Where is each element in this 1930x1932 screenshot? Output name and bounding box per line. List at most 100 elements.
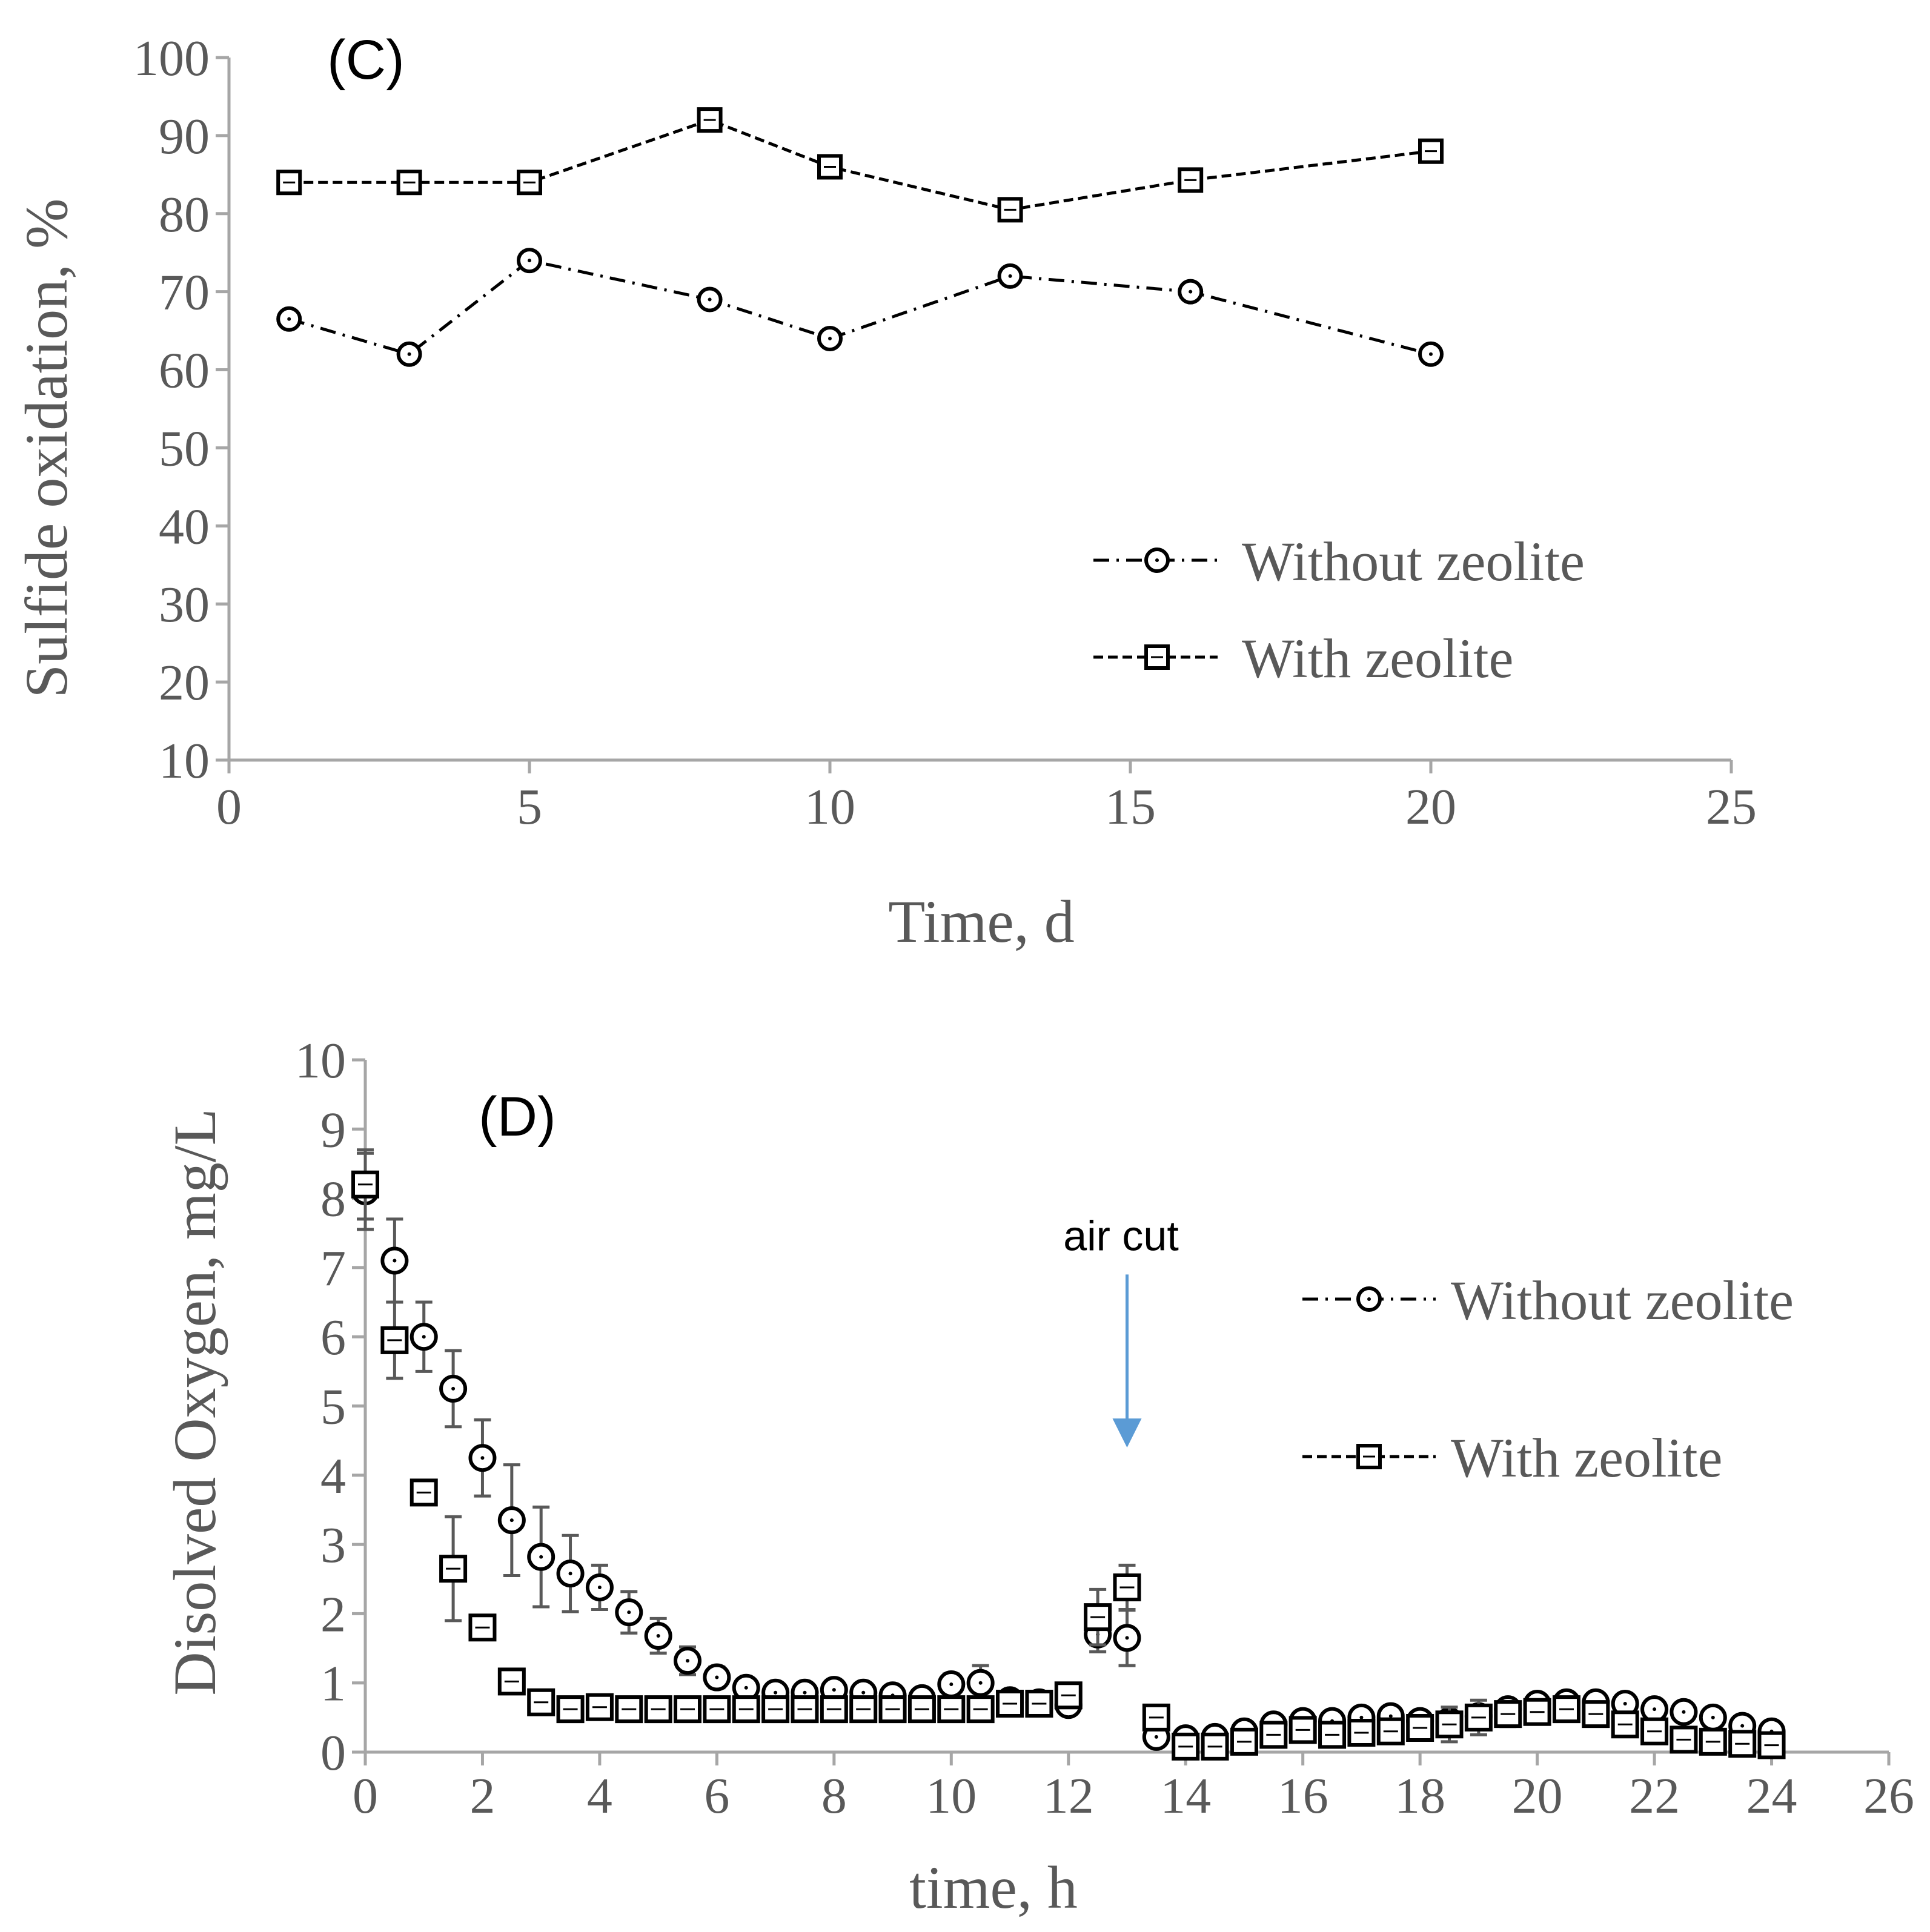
data-point-center-without-zeolite bbox=[861, 1690, 866, 1695]
data-point-with-zeolite bbox=[644, 1695, 672, 1724]
air-cut-annotation: air cut bbox=[1063, 1212, 1179, 1259]
y-tick-label: 7 bbox=[320, 1240, 346, 1297]
y-tick-label: 100 bbox=[133, 30, 210, 87]
data-point-center-without-zeolite bbox=[686, 1659, 690, 1663]
chart-d-legend: Without zeolite With zeolite bbox=[1302, 1269, 1794, 1489]
y-tick-label: 5 bbox=[320, 1379, 346, 1435]
data-point-center-without-zeolite bbox=[407, 352, 411, 356]
data-point-center-without-zeolite bbox=[393, 1259, 397, 1263]
data-point-center-without-zeolite bbox=[422, 1335, 426, 1339]
data-point-center-without-zeolite bbox=[1388, 1714, 1393, 1718]
y-tick-label: 10 bbox=[295, 1033, 346, 1089]
chart-c-x-axis-title: Time, d bbox=[888, 888, 1075, 955]
y-tick-label: 90 bbox=[159, 108, 210, 165]
x-tick-label: 14 bbox=[1160, 1768, 1211, 1824]
chart-d-series bbox=[351, 1148, 1786, 1761]
data-point-center-without-zeolite bbox=[715, 1675, 719, 1679]
chart-c-y-axis-title: Sulfide oxidation, % bbox=[13, 199, 80, 698]
chart-c-series bbox=[276, 107, 1444, 367]
x-tick-label: 0 bbox=[216, 779, 242, 835]
data-point-center-without-zeolite bbox=[708, 297, 712, 302]
y-tick-label: 4 bbox=[320, 1448, 346, 1504]
data-point-with-zeolite bbox=[1464, 1703, 1493, 1732]
data-point-center-without-zeolite bbox=[539, 1555, 543, 1559]
chart-d-x-axis-title: time, h bbox=[909, 1854, 1078, 1921]
legend-d-marker-with-zeolite bbox=[1356, 1444, 1382, 1469]
x-tick-label: 10 bbox=[926, 1768, 977, 1824]
x-tick-label: 20 bbox=[1405, 779, 1456, 835]
x-tick-label: 22 bbox=[1629, 1768, 1680, 1824]
x-tick-label: 26 bbox=[1863, 1768, 1914, 1824]
chart-c-legend: Without zeolite With zeolite bbox=[1093, 531, 1585, 689]
y-tick-label: 60 bbox=[159, 343, 210, 399]
legend-c-marker-dot bbox=[1155, 558, 1159, 562]
data-point-center-without-zeolite bbox=[1711, 1715, 1715, 1719]
data-point-center-without-zeolite bbox=[1359, 1715, 1364, 1719]
series-line-without-zeolite bbox=[288, 259, 1431, 356]
data-point-with-zeolite bbox=[966, 1695, 995, 1724]
y-tick-label: 6 bbox=[320, 1309, 346, 1366]
chart-c-panel-label: (C) bbox=[327, 29, 405, 91]
x-tick-label: 5 bbox=[517, 779, 542, 835]
x-tick-label: 2 bbox=[469, 1768, 495, 1824]
legend-c-label-without-zeolite: Without zeolite bbox=[1242, 531, 1585, 592]
x-tick-label: 10 bbox=[804, 779, 855, 835]
data-point-center-without-zeolite bbox=[828, 337, 832, 340]
data-point-with-zeolite bbox=[1201, 1732, 1229, 1761]
data-point-center-without-zeolite bbox=[1154, 1735, 1158, 1739]
y-tick-label: 1 bbox=[320, 1656, 346, 1712]
data-point-center-without-zeolite bbox=[1189, 289, 1193, 294]
chart-c-axes: 10 20 30 40 50 60 70 80 90 100 0 5 10 15 20 25 bbox=[133, 30, 1757, 835]
data-point-center-without-zeolite bbox=[832, 1688, 836, 1692]
y-tick-label: 8 bbox=[320, 1171, 346, 1228]
legend-d-marker-dot bbox=[1367, 1297, 1371, 1301]
y-tick-label: 30 bbox=[159, 577, 210, 633]
data-point-center-without-zeolite bbox=[656, 1633, 660, 1638]
data-point-with-zeolite bbox=[937, 1695, 966, 1724]
data-point-center-without-zeolite bbox=[627, 1610, 631, 1615]
data-point-center-without-zeolite bbox=[774, 1690, 778, 1695]
chart-d-panel-label: (D) bbox=[479, 1086, 556, 1148]
x-tick-label: 8 bbox=[821, 1768, 847, 1824]
y-tick-label: 10 bbox=[159, 733, 210, 789]
data-point-center-without-zeolite bbox=[949, 1682, 953, 1686]
x-tick-label: 12 bbox=[1043, 1768, 1094, 1824]
data-point-center-without-zeolite bbox=[568, 1572, 572, 1576]
data-point-center-without-zeolite bbox=[287, 317, 291, 321]
x-tick-label: 15 bbox=[1105, 779, 1156, 835]
data-point-center-without-zeolite bbox=[803, 1690, 807, 1695]
data-point-center-without-zeolite bbox=[480, 1456, 485, 1460]
data-point-with-zeolite bbox=[1142, 1703, 1170, 1732]
data-point-center-without-zeolite bbox=[1682, 1710, 1686, 1714]
x-tick-label: 4 bbox=[587, 1768, 612, 1824]
data-point-with-zeolite bbox=[878, 1695, 907, 1724]
y-tick-label: 2 bbox=[320, 1586, 346, 1643]
data-point-center-without-zeolite bbox=[451, 1386, 456, 1391]
data-point-with-zeolite bbox=[410, 1478, 438, 1507]
data-point-with-zeolite bbox=[1113, 1573, 1141, 1601]
y-tick-label: 3 bbox=[320, 1517, 346, 1573]
series-line-with-zeolite bbox=[289, 118, 1431, 211]
data-point-center-without-zeolite bbox=[1623, 1701, 1627, 1705]
data-point-center-without-zeolite bbox=[1125, 1636, 1129, 1640]
chart-d-annotation: air cut bbox=[1063, 1212, 1179, 1448]
y-tick-label: 40 bbox=[159, 498, 210, 555]
data-point-center-without-zeolite bbox=[597, 1585, 602, 1589]
x-tick-label: 6 bbox=[704, 1768, 729, 1824]
x-tick-label: 20 bbox=[1512, 1768, 1563, 1824]
chart-d-y-axis-title: Disolved Oxygen, mg/L bbox=[161, 1108, 228, 1695]
y-tick-label: 70 bbox=[159, 265, 210, 321]
legend-d-label-without-zeolite: Without zeolite bbox=[1451, 1269, 1794, 1331]
data-point-center-without-zeolite bbox=[1429, 352, 1433, 356]
x-tick-label: 0 bbox=[353, 1768, 378, 1824]
y-tick-label: 50 bbox=[159, 420, 210, 477]
data-point-center-without-zeolite bbox=[1008, 274, 1012, 278]
data-point-center-without-zeolite bbox=[1740, 1724, 1745, 1728]
chart-c: (C) 10 20 30 40 50 60 70 80 90 100 0 5 10 15 20 25 Time… bbox=[13, 29, 1757, 955]
data-point-center-without-zeolite bbox=[509, 1518, 514, 1523]
x-tick-label: 16 bbox=[1278, 1768, 1328, 1824]
data-point-center-without-zeolite bbox=[978, 1681, 983, 1685]
data-point-with-zeolite bbox=[1347, 1718, 1376, 1747]
air-cut-arrow-head bbox=[1112, 1418, 1142, 1448]
data-point-center-without-zeolite bbox=[528, 259, 531, 263]
